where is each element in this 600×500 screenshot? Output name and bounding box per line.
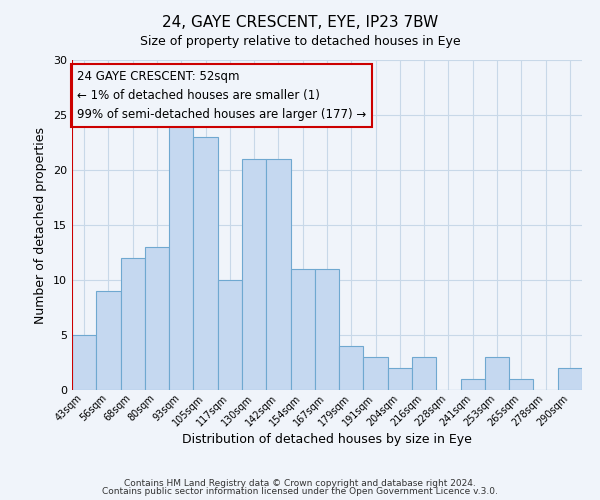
Bar: [412, 357, 436, 390]
Bar: [364, 357, 388, 390]
Bar: [315, 269, 339, 390]
Text: 24 GAYE CRESCENT: 52sqm
← 1% of detached houses are smaller (1)
99% of semi-deta: 24 GAYE CRESCENT: 52sqm ← 1% of detached…: [77, 70, 367, 121]
Bar: [121, 258, 145, 390]
Bar: [145, 247, 169, 390]
Bar: [96, 291, 121, 390]
Y-axis label: Number of detached properties: Number of detached properties: [34, 126, 47, 324]
Bar: [461, 379, 485, 390]
Bar: [72, 335, 96, 390]
Bar: [218, 280, 242, 390]
X-axis label: Distribution of detached houses by size in Eye: Distribution of detached houses by size …: [182, 433, 472, 446]
Text: Contains HM Land Registry data © Crown copyright and database right 2024.: Contains HM Land Registry data © Crown c…: [124, 478, 476, 488]
Text: Size of property relative to detached houses in Eye: Size of property relative to detached ho…: [140, 35, 460, 48]
Bar: [193, 137, 218, 390]
Bar: [558, 368, 582, 390]
Bar: [242, 159, 266, 390]
Bar: [266, 159, 290, 390]
Text: 24, GAYE CRESCENT, EYE, IP23 7BW: 24, GAYE CRESCENT, EYE, IP23 7BW: [162, 15, 438, 30]
Bar: [485, 357, 509, 390]
Bar: [388, 368, 412, 390]
Bar: [169, 126, 193, 390]
Bar: [290, 269, 315, 390]
Bar: [339, 346, 364, 390]
Text: Contains public sector information licensed under the Open Government Licence v.: Contains public sector information licen…: [102, 487, 498, 496]
Bar: [509, 379, 533, 390]
